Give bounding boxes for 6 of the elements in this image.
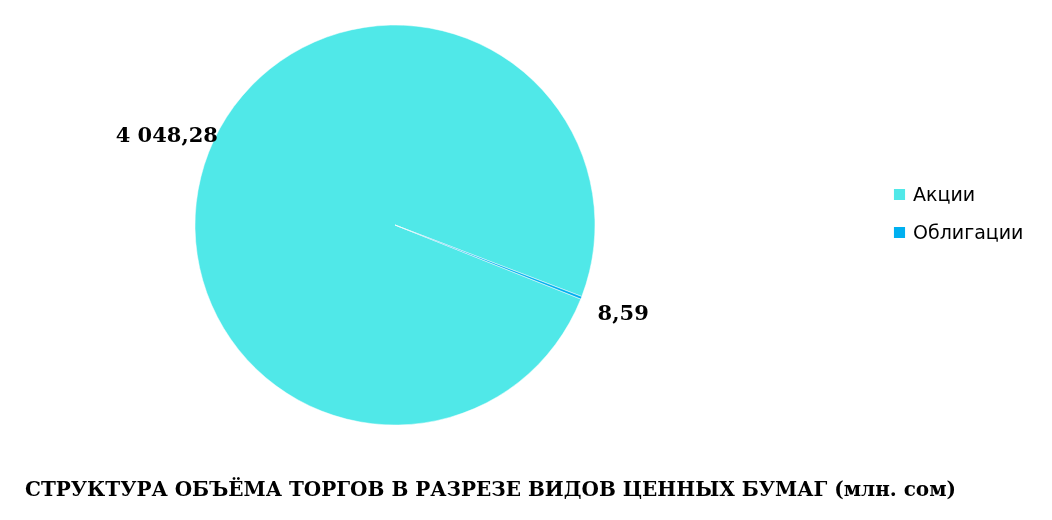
- data-label: 8,59: [597, 300, 649, 326]
- pie-slice: [394, 224, 583, 300]
- data-label: 4 048,28: [115, 121, 218, 147]
- legend-label: Акции: [913, 182, 976, 205]
- legend-label: Облигации: [913, 220, 1024, 243]
- text: СТРУКТУРА ОБЪЁМА ТОРГОВ В РАЗРЕЗЕ ВИДОВ ЦЕННЫХ БУМАГ (млн. сом): [25, 477, 957, 501]
